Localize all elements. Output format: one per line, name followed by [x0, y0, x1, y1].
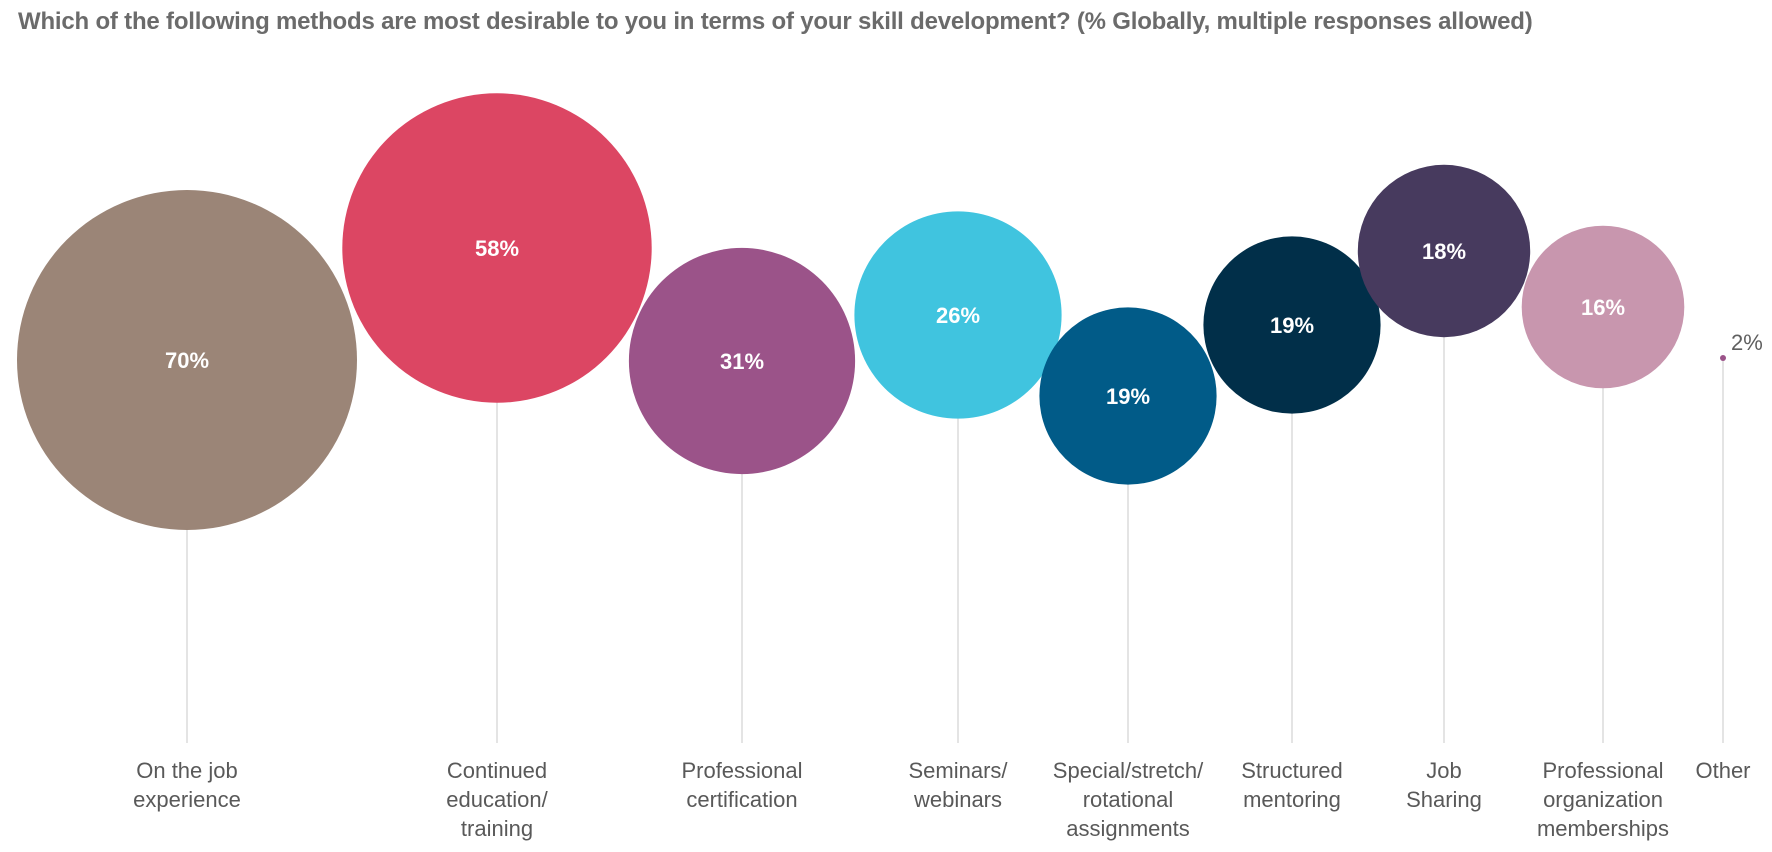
- bubble-value-label: 18%: [1422, 239, 1466, 264]
- category-label: memberships: [1537, 816, 1669, 841]
- category-label: Continued: [447, 758, 547, 783]
- bubble: [854, 211, 1062, 419]
- bubble-value-label: 26%: [936, 303, 980, 328]
- bubble-value-label: 58%: [475, 236, 519, 261]
- category-label: rotational: [1083, 787, 1174, 812]
- bubble-value-label: 2%: [1731, 330, 1763, 355]
- bubble-value-label: 16%: [1581, 295, 1625, 320]
- category-label: education/: [446, 787, 548, 812]
- bubble-value-label: 70%: [165, 348, 209, 373]
- category-label: assignments: [1066, 816, 1190, 841]
- bubble: [1039, 307, 1217, 485]
- bubble: [1521, 225, 1685, 389]
- bubble: [1720, 355, 1726, 361]
- category-label: certification: [686, 787, 797, 812]
- category-label: Sharing: [1406, 787, 1482, 812]
- chart-title: Which of the following methods are most …: [18, 8, 1533, 35]
- category-label: Structured: [1241, 758, 1343, 783]
- category-label: training: [461, 816, 533, 841]
- category-label: Seminars/: [908, 758, 1008, 783]
- bubble-value-label: 19%: [1106, 384, 1150, 409]
- bubble: [628, 247, 856, 475]
- bubble: [17, 190, 357, 530]
- category-label: webinars: [913, 787, 1002, 812]
- category-label: On the job: [136, 758, 238, 783]
- category-label: Other: [1695, 758, 1750, 783]
- category-label: Special/stretch/: [1053, 758, 1204, 783]
- category-label: experience: [133, 787, 241, 812]
- category-label: Job: [1426, 758, 1461, 783]
- bubble: [1203, 236, 1381, 414]
- category-label: organization: [1543, 787, 1663, 812]
- bubble-value-label: 19%: [1270, 313, 1314, 338]
- category-label: mentoring: [1243, 787, 1341, 812]
- bubble: [1357, 164, 1531, 338]
- category-label: Professional: [1542, 758, 1663, 783]
- category-label: Professional: [681, 758, 802, 783]
- bubble-value-label: 31%: [720, 349, 764, 374]
- bubble: [342, 93, 652, 403]
